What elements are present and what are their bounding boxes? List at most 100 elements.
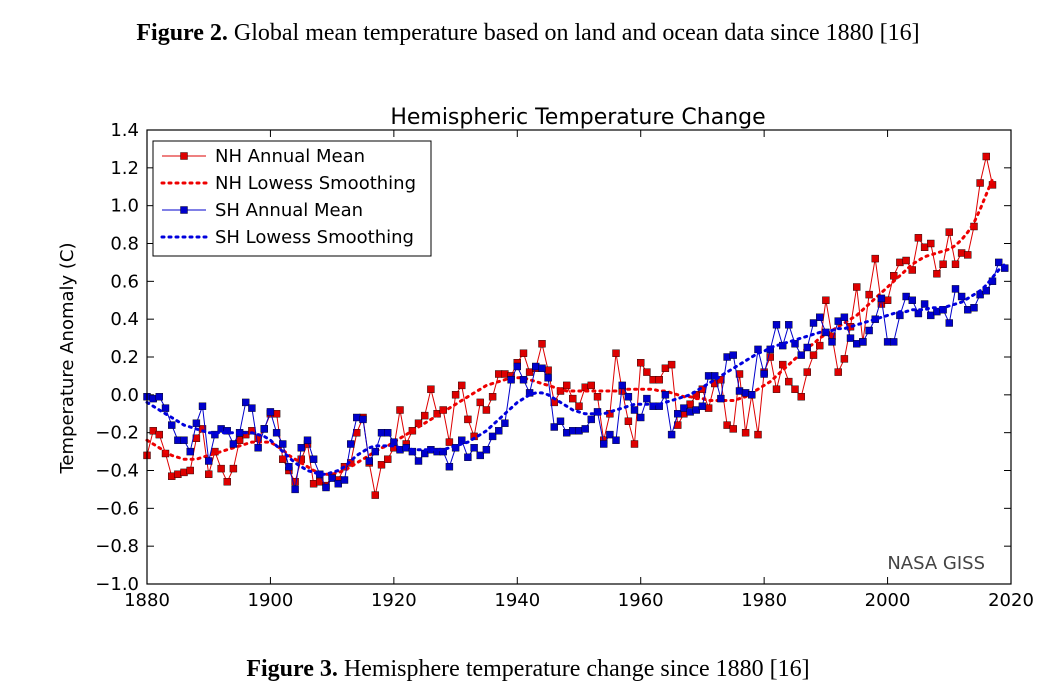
sh-annual-mean-point: [643, 394, 651, 403]
sh-annual-mean-point: [279, 440, 287, 448]
nh-annual-mean-point: [933, 270, 941, 278]
x-tick-label: 1920: [371, 590, 417, 611]
sh-annual-mean-point: [908, 296, 916, 304]
x-tick-label: 1980: [741, 590, 787, 611]
sh-annual-mean-point: [180, 436, 188, 444]
sh-annual-mean-point: [414, 457, 423, 465]
sh-annual-mean-point: [704, 372, 713, 380]
sh-annual-mean-point: [297, 444, 305, 452]
sh-annual-mean-point: [322, 483, 330, 492]
nh-lowess-smoothing-line: [145, 177, 994, 476]
sh-annual-mean-point: [371, 447, 379, 456]
nh-annual-mean-point: [155, 430, 164, 439]
figure-2-text: Global mean temperature based on land an…: [227, 20, 920, 46]
nh-annual-mean-point: [167, 472, 176, 480]
sh-annual-mean-point: [865, 326, 873, 335]
sh-annual-mean-point: [593, 408, 602, 416]
nh-annual-mean-point: [766, 353, 774, 361]
nh-annual-mean-point: [519, 349, 528, 357]
nh-annual-mean-point: [445, 438, 454, 446]
sh-annual-mean-point: [377, 429, 386, 437]
nh-annual-mean-point: [896, 258, 904, 267]
sh-annual-mean-point: [698, 402, 707, 410]
sh-annual-mean-point: [674, 410, 682, 418]
y-axis-label: Temperature Anomaly (C): [57, 242, 78, 474]
y-tick-label: −0.6: [95, 498, 139, 519]
nh-annual-mean-point: [291, 478, 299, 486]
sh-annual-mean-point: [840, 313, 849, 321]
nh-annual-mean-point: [945, 228, 953, 236]
sh-annual-mean-point: [359, 415, 367, 424]
nh-annual-mean-point: [723, 421, 731, 429]
sh-annual-mean-point: [809, 319, 818, 327]
sh-annual-mean-point: [927, 311, 935, 320]
sh-annual-mean-point: [853, 340, 861, 348]
sh-annual-mean-point: [464, 453, 472, 461]
sh-annual-mean-point: [254, 444, 262, 452]
sh-annual-mean-point: [266, 408, 275, 416]
figure-3-caption: Figure 3. Hemisphere temperature change …: [0, 656, 1056, 683]
nh-annual-mean-point: [482, 406, 491, 414]
sh-annual-mean-point: [211, 430, 219, 439]
sh-annual-mean-point: [340, 476, 349, 484]
y-tick-label: −1.0: [95, 574, 139, 595]
nh-annual-mean-point: [741, 429, 750, 437]
nh-annual-mean-point: [809, 351, 818, 359]
x-tick-label: 2000: [865, 590, 911, 611]
sh-annual-mean-point: [587, 415, 595, 424]
nh-annual-mean-point: [488, 393, 497, 401]
sh-annual-mean-point: [624, 393, 633, 401]
y-tick-label: −0.4: [95, 461, 139, 482]
x-tick-label: 2020: [988, 590, 1034, 611]
sh-annual-mean-point: [544, 374, 552, 382]
nh-annual-mean-point: [914, 234, 923, 242]
sh-annual-mean-point: [600, 440, 608, 448]
sh-annual-mean-point: [186, 447, 194, 456]
legend: NH Annual Mean NH Lowess Smoothing SH Annu…: [152, 140, 432, 257]
nh-annual-mean-point: [612, 349, 620, 357]
sh-annual-mean-point: [982, 287, 990, 295]
sh-annual-mean-point: [476, 451, 484, 460]
sh-annual-mean-point: [902, 292, 910, 301]
nh-annual-mean-point: [458, 381, 466, 390]
sh-annual-mean-point: [964, 306, 972, 314]
sh-annual-mean-point: [328, 474, 336, 482]
sh-annual-mean-point: [161, 404, 170, 412]
y-tick-label: 1.0: [110, 196, 139, 217]
y-tick-label: −0.2: [95, 423, 139, 444]
nh-annual-mean-point: [883, 296, 892, 304]
sh-annual-mean-point: [711, 372, 719, 380]
sh-annual-mean-point: [970, 304, 978, 312]
nh-annual-mean-point: [865, 290, 873, 299]
nh-annual-mean-point: [149, 427, 157, 435]
nh-annual-mean-point: [309, 480, 318, 488]
sh-annual-mean-point: [661, 391, 670, 399]
sh-annual-mean-point: [248, 404, 256, 412]
nh-annual-mean-point: [785, 377, 793, 386]
nh-annual-mean-point: [272, 410, 281, 418]
sh-annual-mean-point: [612, 436, 620, 444]
sh-annual-mean-point: [303, 436, 312, 444]
nh-annual-mean-point: [593, 393, 602, 401]
sh-annual-mean-point: [618, 381, 626, 390]
nh-annual-mean-point: [180, 468, 188, 477]
sh-annual-mean-line: [146, 261, 1006, 490]
sh-annual-mean-point: [760, 370, 768, 378]
sh-annual-mean-point: [686, 408, 694, 416]
sh-annual-mean-point: [957, 292, 966, 301]
nh-annual-mean-point: [377, 461, 386, 469]
sh-annual-mean-point: [347, 440, 355, 448]
sh-annual-mean-point: [945, 319, 953, 327]
sh-annual-mean-point: [550, 423, 558, 431]
nh-annual-mean-point: [890, 272, 898, 280]
nh-annual-mean-point: [624, 417, 633, 425]
y-tick-label: 0.2: [110, 347, 139, 368]
x-tick-label: 1900: [248, 590, 294, 611]
sh-annual-mean-point: [309, 455, 318, 463]
nh-annual-mean-point: [643, 368, 651, 376]
nh-annual-mean-point: [451, 391, 460, 399]
nh-annual-mean-point: [779, 360, 787, 369]
sh-annual-mean-point: [569, 427, 577, 435]
nh-annual-mean-point: [501, 370, 509, 378]
nh-annual-mean-point: [464, 415, 472, 424]
